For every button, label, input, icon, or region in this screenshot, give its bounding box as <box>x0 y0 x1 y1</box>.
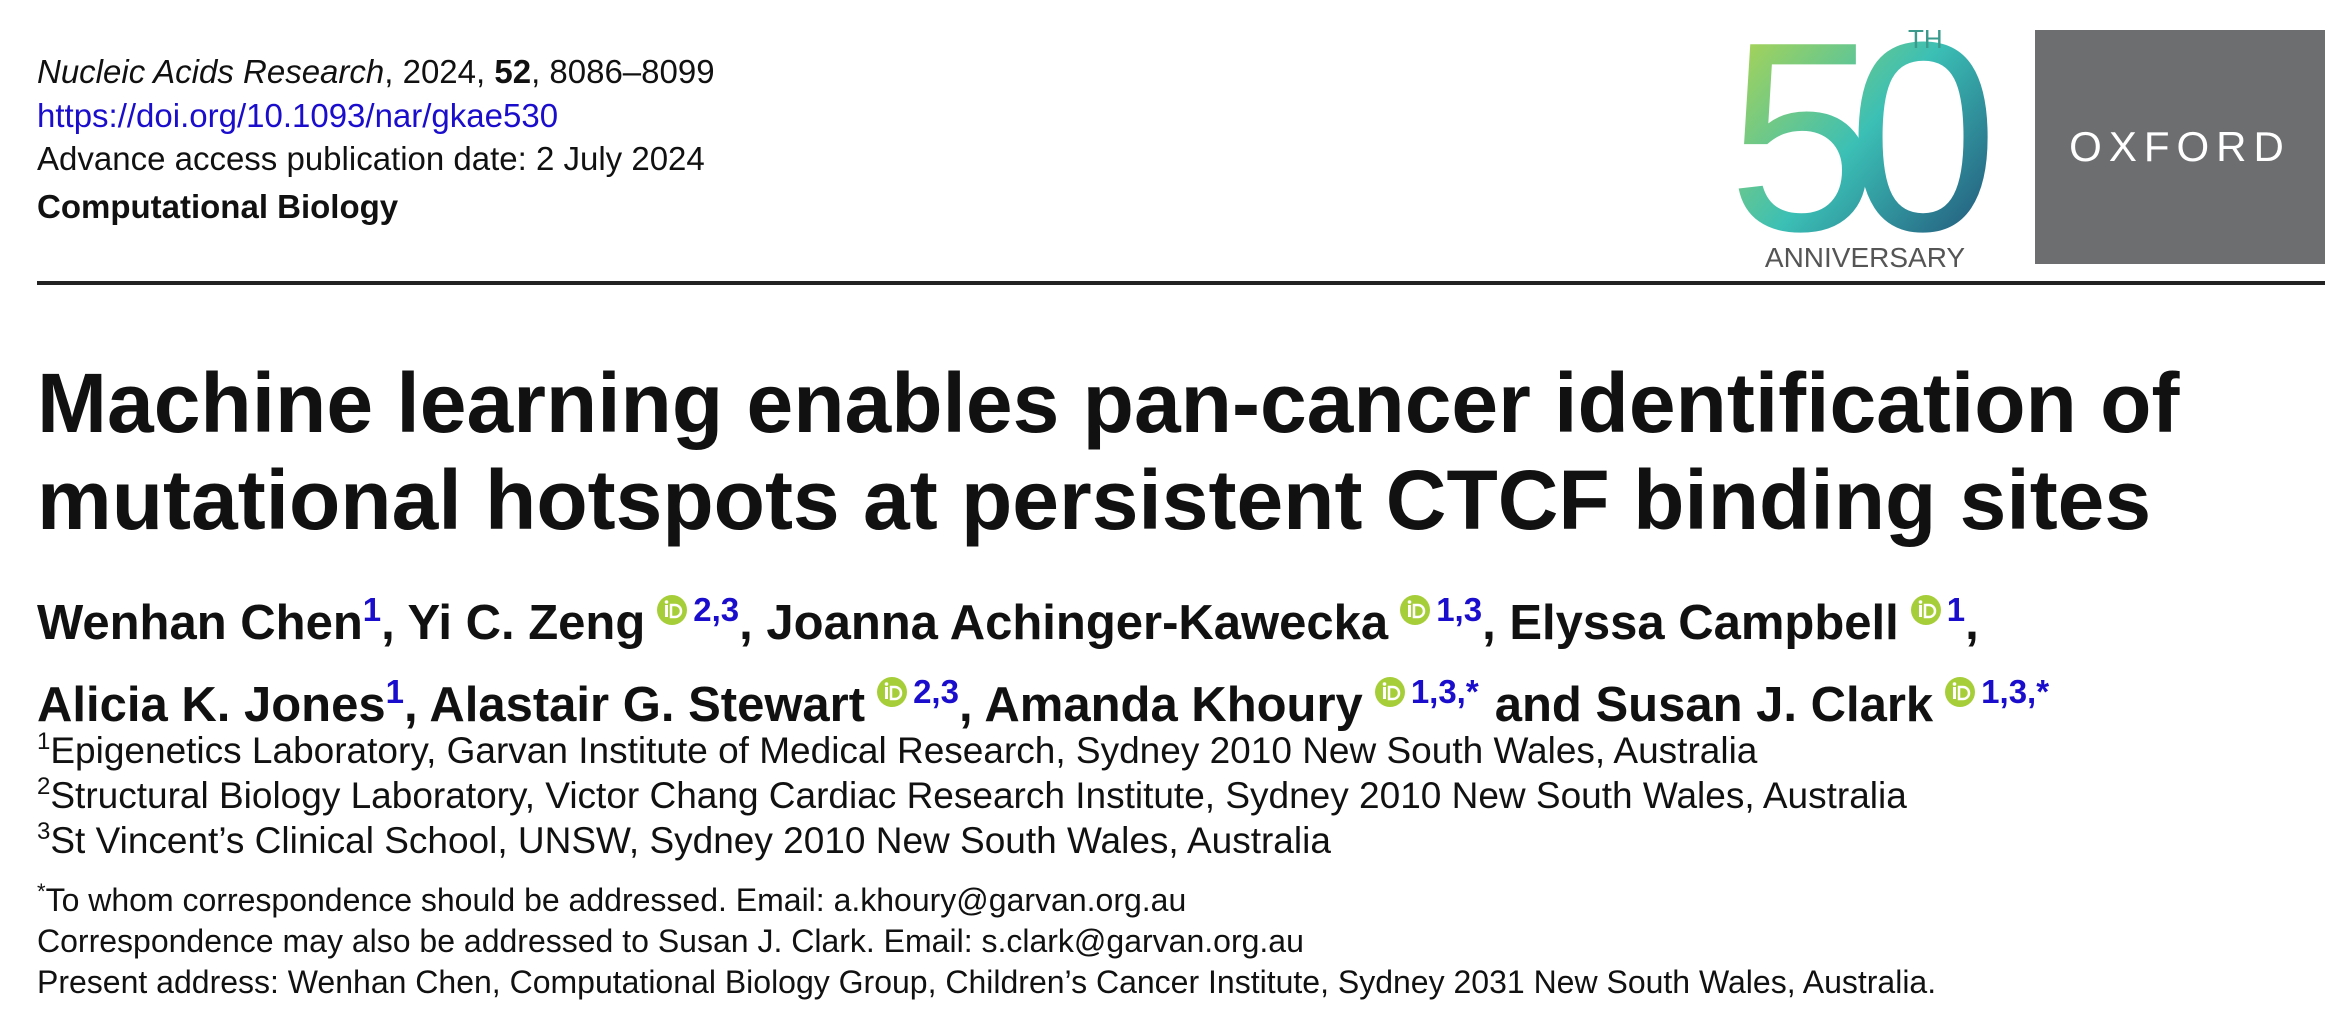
orcid-icon[interactable] <box>1910 575 1941 625</box>
author-separator: , <box>381 596 395 650</box>
note-marker: * <box>37 879 46 904</box>
article-title: Machine learning enables pan-cancer iden… <box>37 356 2180 547</box>
author-affiliation: 1 <box>385 673 404 710</box>
affiliations: 1Epigenetics Laboratory, Garvan Institut… <box>37 728 1907 863</box>
affiliation-text: Epigenetics Laboratory, Garvan Institute… <box>50 730 1758 771</box>
author-name: Alastair G. Stewart <box>429 678 866 732</box>
doi-link[interactable]: https://doi.org/10.1093/nar/gkae530 <box>37 97 559 134</box>
affiliation-text: Structural Biology Laboratory, Victor Ch… <box>50 775 1907 816</box>
citation-part: , 2024, <box>384 53 495 90</box>
author-separator: , <box>403 678 418 732</box>
affiliation-marker: 3 <box>37 818 51 845</box>
affiliation-marker: 2 <box>37 773 51 800</box>
affiliation-marker: 1 <box>37 728 51 755</box>
author-affiliation: 2,3 <box>913 673 959 710</box>
citation: Nucleic Acids Research, 2024, 52, 8086–8… <box>37 50 715 93</box>
author-separator: and <box>1494 678 1582 732</box>
citation-part: , 8086–8099 <box>531 53 715 90</box>
author-affiliation: 1,3,* <box>1981 673 2050 710</box>
anniversary-logo: 50 TH ANNIVERSARY <box>1730 20 2000 275</box>
author-separator: , <box>739 596 753 650</box>
affiliation-text: St Vincent’s Clinical School, UNSW, Sydn… <box>50 820 1331 861</box>
author-separator: , <box>958 678 973 732</box>
logo-suffix: TH <box>1908 24 1943 54</box>
logo-number: 50 <box>1730 20 1991 275</box>
author-name: Yi C. Zeng <box>407 596 646 650</box>
orcid-icon[interactable] <box>657 575 688 625</box>
logo-caption: ANNIVERSARY <box>1765 242 1966 273</box>
orcid-icon[interactable] <box>1945 657 1976 707</box>
author-affiliation: 1 <box>362 591 382 628</box>
note: Correspondence may also be addressed to … <box>37 921 1936 962</box>
note-text: To whom correspondence should be address… <box>45 882 1187 918</box>
note: *To whom correspondence should be addres… <box>37 880 1936 921</box>
orcid-icon[interactable] <box>1374 657 1405 707</box>
author-affiliation: 1 <box>1946 591 1966 628</box>
affiliation: 2Structural Biology Laboratory, Victor C… <box>37 773 1907 818</box>
author-name: Elyssa Campbell <box>1509 596 1899 650</box>
citation-part: Nucleic Acids Research <box>37 53 385 90</box>
note: Present address: Wenhan Chen, Computatio… <box>37 962 1936 1003</box>
note-text: Correspondence may also be addressed to … <box>37 923 1304 959</box>
notes: *To whom correspondence should be addres… <box>37 880 1936 1003</box>
author-name: Susan J. Clark <box>1595 678 1934 732</box>
author-affiliation: 1,3 <box>1436 591 1483 628</box>
citation-part: 52 <box>494 53 532 90</box>
orcid-icon[interactable] <box>1400 575 1431 625</box>
author-affiliation: 2,3 <box>693 591 740 628</box>
author-name: Amanda Khoury <box>984 678 1363 732</box>
orcid-icon[interactable] <box>877 657 908 707</box>
author-separator: , <box>1482 596 1496 650</box>
author-name: Joanna Achinger-Kawecka <box>766 596 1389 650</box>
publication-date: Advance access publication date: 2 July … <box>37 140 705 177</box>
section: Computational Biology <box>37 188 399 225</box>
author-list: Wenhan Chen1, Yi C. Zeng 2,3, Joanna Achi… <box>37 575 2317 739</box>
affiliation: 3St Vincent’s Clinical School, UNSW, Syd… <box>37 818 1907 863</box>
author-name: Alicia K. Jones <box>37 678 386 732</box>
note-text: Present address: Wenhan Chen, Computatio… <box>37 964 1937 1000</box>
author-name: Wenhan Chen <box>37 596 363 650</box>
affiliation: 1Epigenetics Laboratory, Garvan Institut… <box>37 728 1907 773</box>
author-affiliation: 1,3,* <box>1410 673 1479 710</box>
publisher-logo: OXFORD <box>2035 30 2325 264</box>
header-rule <box>37 281 2325 285</box>
author-separator: , <box>1965 596 1979 650</box>
